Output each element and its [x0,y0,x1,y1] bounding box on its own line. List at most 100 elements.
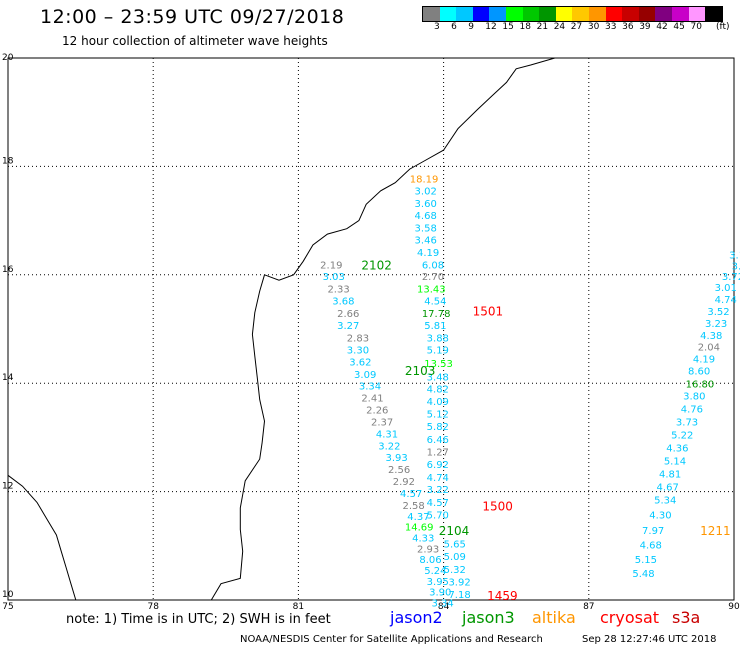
wave-height-label: 4.68 [640,541,662,552]
colorbar-label: 42 [656,22,668,32]
wave-height-label: 3.34 [359,382,381,393]
wave-height-label: 14.69 [405,523,434,534]
lon-tick-label: 78 [147,602,159,612]
wave-height-label: 13.43 [417,285,446,296]
wave-height-label: 3.22 [427,485,449,496]
coastline [7,474,77,601]
wave-height-label: 4.19 [693,355,715,366]
colorbar-label: 18 [519,22,531,32]
pass-id-label: 1500 [482,500,513,514]
wave-height-label: 3.62 [349,357,371,368]
wave-height-label: 2.70 [422,272,444,283]
colorbar-label: 27 [570,22,583,32]
wave-height-label: 3.99 [732,261,740,272]
footer-note: note: 1) Time is in UTC; 2) SWH is in fe… [66,612,331,627]
wave-height-colorbar [422,6,723,22]
wave-height-label: 5.65 [444,539,466,550]
wave-height-label: 2.58 [402,501,424,512]
pass-id-label: 1501 [473,304,504,318]
wave-height-label: 17.78 [422,309,451,320]
wave-height-label: 3.60 [415,199,437,210]
wave-height-label: 3.88 [427,333,449,344]
pass-id-label: 2102 [361,258,392,272]
colorbar-label: 45 [673,22,685,32]
wave-height-label: 3.58 [415,223,437,234]
wave-height-label: 5.82 [427,422,449,433]
wave-height-label: 3.23 [705,319,727,330]
lat-tick-label: 18 [2,156,14,166]
wave-height-label: 4.81 [659,470,681,481]
wave-height-label: 7.18 [448,590,470,601]
wave-height-label: 3.52 [707,307,729,318]
colorbar-swatch [489,7,506,21]
wave-height-label: 3.92 [448,577,470,588]
colorbar-label: 30 [587,22,600,32]
wave-height-label: 4.67 [657,483,679,494]
colorbar-label: 39 [639,22,651,32]
legend-item-altika: altika [532,608,576,627]
wave-height-label: 4.54 [424,297,446,308]
wave-height-label: 5.15 [635,555,657,566]
lon-tick-label: 81 [293,602,304,612]
wave-height-label: 4.19 [417,248,439,259]
wave-height-label: 5.22 [671,430,693,441]
wave-height-label: 3.80 [683,391,705,402]
wave-height-label: 5.81 [424,321,446,332]
colorbar-label: 3 [434,22,440,32]
legend-item-jason2: jason2 [390,608,443,627]
wave-height-label: 8.60 [688,367,710,378]
pass-id-label: 1211 [700,524,731,538]
wave-height-label: 4.09 [427,397,449,408]
lat-tick-label: 16 [2,265,14,275]
wave-height-label: 1.27 [427,447,449,458]
colorbar-label: 6 [451,22,457,32]
wave-height-label: 3.95 [427,577,449,588]
colorbar-swatch [622,7,639,21]
wave-height-label: 4.36 [666,443,688,454]
wave-height-label: 3.03 [323,272,345,283]
colorbar-swatch [555,7,573,21]
wave-height-label: 3.34 [432,599,454,610]
footer-timestamp: Sep 28 12:27:46 UTC 2018 [582,634,717,645]
wave-height-label: 3.01 [715,283,737,294]
colorbar-label: 33 [605,22,617,32]
wave-height-label: 2.41 [361,394,383,405]
lon-tick-label: 90 [728,602,740,612]
colorbar-label: 9 [468,22,474,32]
wave-height-label: 4.57 [400,489,422,500]
wave-height-label: 5.12 [427,409,449,420]
lon-tick-label: 87 [583,602,594,612]
colorbar-swatch [688,7,706,21]
colorbar-swatch [588,7,606,21]
colorbar-label: 12 [485,22,497,32]
wave-height-label: 4.57 [427,498,449,509]
wave-height-label: 3.90 [429,588,451,599]
colorbar-label: 36 [622,22,634,32]
colorbar-swatch [522,7,540,21]
wave-height-label: 18.19 [410,175,439,186]
wave-height-label: 4.68 [415,211,437,222]
wave-height-label: 2.33 [327,285,349,296]
wave-height-label: 13.53 [424,359,453,370]
colorbar-swatch [605,7,623,21]
wave-height-label: 3.68 [332,297,354,308]
wave-height-label: 5.14 [664,457,686,468]
colorbar-swatch [456,7,473,21]
colorbar-label: 15 [502,22,514,32]
footer-credit: NOAA/NESDIS Center for Satellite Applica… [240,634,543,645]
pass-id-label: 2103 [405,364,436,378]
wave-height-label: 3.09 [354,370,376,381]
wave-height-label: 4.76 [681,404,703,415]
wave-height-label: 3.22 [378,441,400,452]
wave-height-label: 2.19 [320,260,342,271]
coastline [264,57,556,281]
wave-height-label: 2.37 [371,417,393,428]
pass-id-label: 1459 [487,589,518,603]
wave-height-label: 5.24 [424,566,446,577]
wave-height-label: 6.92 [427,460,449,471]
wave-height-label: 3.30 [347,345,369,356]
legend-item-jason3: jason3 [462,608,515,627]
wave-height-label: 2.04 [698,343,720,354]
wave-height-label: 5.48 [632,569,654,580]
